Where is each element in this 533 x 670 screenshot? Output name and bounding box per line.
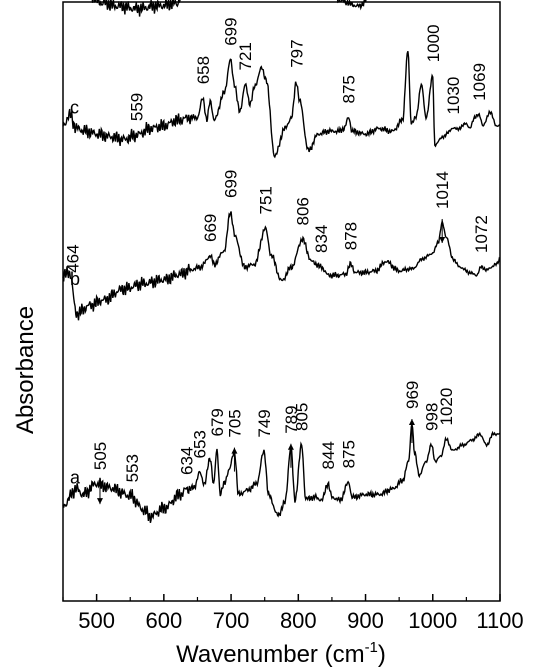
- peak-label-b-806: 806: [293, 197, 312, 225]
- x-tick-label-700: 700: [213, 608, 250, 633]
- peak-label-c-875: 875: [340, 75, 359, 103]
- peak-annotation: 505: [91, 442, 110, 505]
- peak-annotation: 1000: [424, 24, 443, 62]
- peak-label-b-669: 669: [201, 214, 220, 242]
- peak-arrow-head: [231, 447, 238, 454]
- peak-annotation: 653: [191, 430, 210, 458]
- peak-label-b-1072: 1072: [472, 215, 491, 253]
- peak-annotation: 797: [287, 39, 306, 67]
- peak-annotation: 998: [422, 403, 441, 431]
- peak-label-a-553: 553: [123, 454, 142, 482]
- trace-b-line: [62, 211, 501, 321]
- peak-annotation: 634: [178, 447, 197, 475]
- peak-label-a-634: 634: [178, 447, 197, 475]
- peak-label-a-844: 844: [319, 441, 338, 469]
- peak-annotation: 1020: [437, 388, 456, 426]
- peak-annotation: 658: [194, 56, 213, 84]
- x-axis-ticks: 500 600 700 800 900 1000 1100: [62, 594, 524, 633]
- peak-arrow-head: [287, 443, 294, 450]
- peak-label-a-705: 705: [225, 409, 244, 437]
- peak-label-c-1069: 1069: [470, 63, 489, 101]
- peak-annotation: 1014: [433, 171, 452, 243]
- peak-annotation: 806: [293, 197, 312, 225]
- peak-label-b-878: 878: [342, 222, 361, 250]
- peak-annotation: 699: [221, 17, 240, 45]
- peak-label-b-834: 834: [312, 225, 331, 253]
- x-tick-label-800: 800: [280, 608, 317, 633]
- peak-annotation: 669: [201, 214, 220, 242]
- peak-annotation: 559: [127, 93, 146, 121]
- peak-annotation: 705: [225, 409, 244, 472]
- peak-annotation: 834: [312, 225, 331, 253]
- peak-label-c-1000: 1000: [424, 24, 443, 62]
- x-axis-label: Wavenumber (cm-1): [176, 639, 386, 668]
- trace-b-label: b: [70, 269, 80, 289]
- peak-annotation: 721: [236, 42, 255, 70]
- peak-annotation: 679: [208, 408, 227, 436]
- peak-annotation: 749: [255, 409, 274, 437]
- peak-label-c-559: 559: [127, 93, 146, 121]
- peak-label-c-721: 721: [236, 42, 255, 70]
- trace-d-line: [91, 0, 367, 17]
- peak-label-c-797: 797: [287, 39, 306, 67]
- trace-c-label: c: [70, 98, 79, 118]
- peak-label-c-1030: 1030: [444, 77, 463, 115]
- trace-labels: abcd: [70, 98, 81, 488]
- peak-annotation: 844: [319, 441, 338, 469]
- peak-annotation: 553: [123, 454, 142, 482]
- x-tick-label-600: 600: [145, 608, 182, 633]
- trace-a-label: a: [70, 467, 81, 487]
- peak-annotation: 969: [403, 381, 422, 443]
- peak-label-a-749: 749: [255, 409, 274, 437]
- x-tick-label-500: 500: [78, 608, 115, 633]
- peak-annotation: 875: [340, 440, 359, 468]
- peak-label-a-653: 653: [191, 430, 210, 458]
- peak-label-a-679: 679: [208, 408, 227, 436]
- peak-label-a-805: 805: [293, 403, 312, 431]
- peak-label-a-789: 789: [282, 405, 301, 433]
- peak-annotation: 1030: [444, 77, 463, 115]
- peak-annotation: 464: [63, 244, 82, 272]
- x-tick-label-1000: 1000: [408, 608, 457, 633]
- spectrum-traces: [62, 0, 501, 523]
- trace-a-line: [62, 424, 501, 523]
- peak-annotation: 1069: [470, 63, 489, 101]
- peak-label-a-969: 969: [403, 381, 422, 409]
- plot-frame: [62, 1, 501, 602]
- peak-label-b-1014: 1014: [433, 171, 452, 209]
- peak-arrow-head: [408, 419, 415, 425]
- x-tick-label-900: 900: [347, 608, 384, 633]
- peak-label-b-699: 699: [221, 170, 240, 198]
- peak-label-a-1020: 1020: [437, 388, 456, 426]
- trace-c-line: [62, 50, 501, 159]
- peak-annotation: 789: [282, 405, 301, 468]
- peak-label-a-505: 505: [91, 442, 110, 470]
- peak-label-c-658: 658: [194, 56, 213, 84]
- peak-annotation: 699: [221, 170, 240, 198]
- peak-annotation: 875: [340, 75, 359, 103]
- peak-annotation: 1072: [472, 215, 491, 253]
- peak-label-b-751: 751: [256, 186, 275, 214]
- peak-arrow-head: [96, 498, 103, 505]
- peak-arrow-head: [439, 237, 446, 243]
- peak-annotation: 878: [342, 222, 361, 250]
- peak-annotation: 751: [256, 186, 275, 214]
- peak-label-c-699: 699: [221, 17, 240, 45]
- peak-label-a-875: 875: [340, 440, 359, 468]
- y-axis-label: Absorbance: [12, 306, 39, 434]
- x-tick-label-1100: 1100: [476, 608, 523, 633]
- peak-annotation: 805: [293, 403, 312, 431]
- peak-label-b-464: 464: [63, 244, 82, 272]
- peak-label-a-998: 998: [422, 403, 441, 431]
